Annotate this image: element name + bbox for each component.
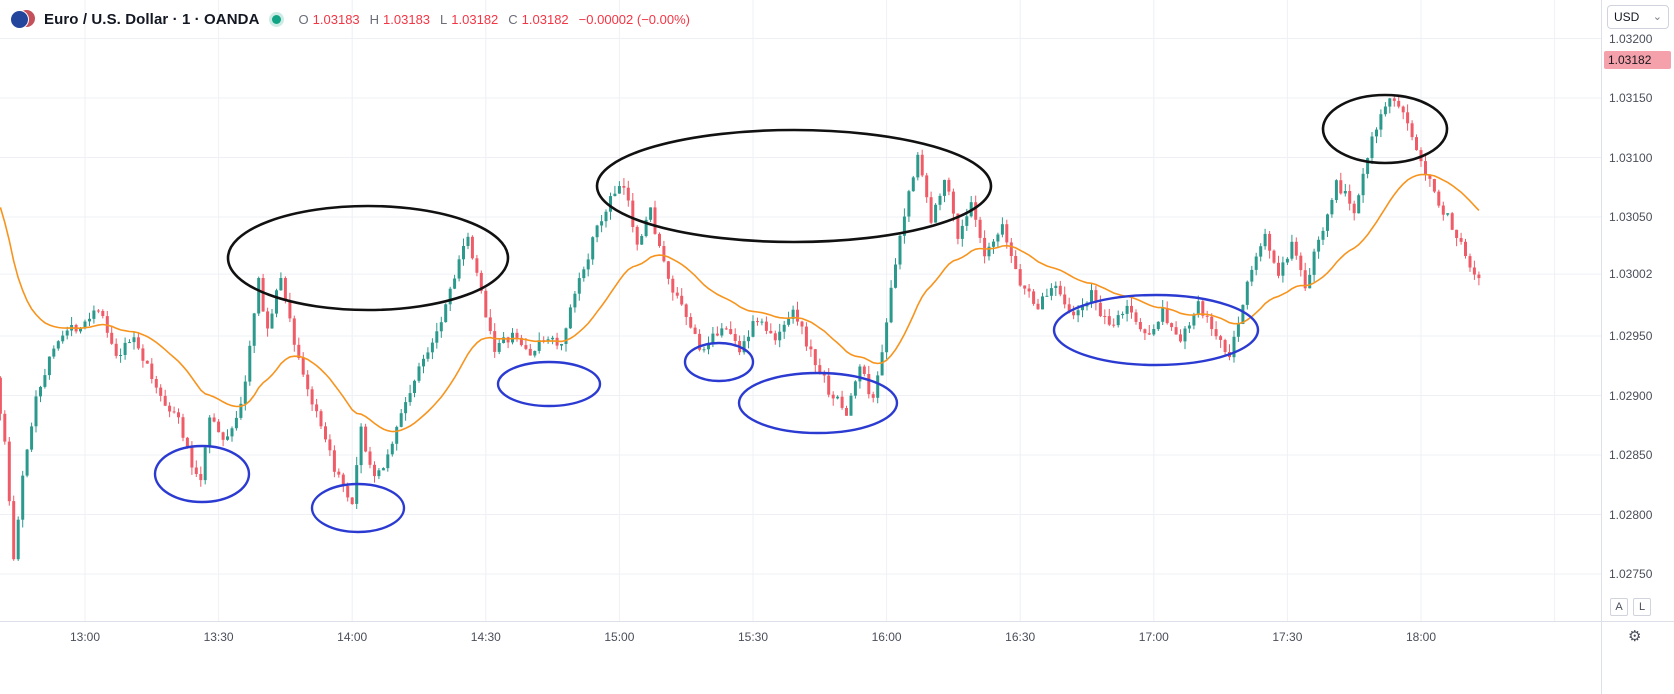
currency-label: USD (1614, 10, 1640, 24)
time-tick-label: 15:00 (604, 630, 635, 644)
ohlc-close-value: 1.03182 (521, 11, 569, 27)
ohlc-change-value: −0.00002 (−0.00%) (578, 11, 690, 27)
price-tick-label: 1.02950 (1609, 329, 1653, 343)
log-scale-button[interactable]: L (1633, 598, 1651, 616)
currency-dropdown[interactable]: USD ⌄ (1607, 5, 1669, 29)
ohlc-high-value: 1.03183 (383, 11, 431, 27)
axis-corner: ⚙ (1601, 621, 1674, 694)
ohlc-low-label: L (440, 11, 448, 27)
ohlc-high-label: H (369, 11, 380, 27)
ohlc-open-value: 1.03183 (312, 11, 360, 27)
price-tick-label: 1.02750 (1609, 567, 1653, 581)
time-tick-label: 17:30 (1272, 630, 1303, 644)
price-tick-label: 1.02800 (1609, 507, 1653, 522)
eur-flag-circle-icon (10, 10, 29, 29)
time-tick-label: 13:30 (203, 630, 234, 644)
ohlc-close-label: C (508, 11, 518, 27)
market-status-icon[interactable] (271, 14, 281, 24)
time-tick-label: 17:00 (1138, 630, 1169, 644)
chevron-down-icon: ⌄ (1652, 11, 1662, 23)
ohlc-low-value: 1.03182 (451, 11, 499, 27)
time-tick-label: 14:30 (470, 630, 501, 644)
price-tick-label: 1.03150 (1609, 91, 1653, 105)
ohlc-open-label: O (298, 11, 309, 27)
price-axis[interactable]: USD ⌄ 1.03200 1.03150 1.03100 1.03050 1.0300… (1601, 0, 1674, 694)
last-price-badge: 1.03182 (1604, 50, 1671, 69)
auto-scale-button[interactable]: A (1610, 598, 1628, 616)
ohlc-readout: O 1.03183 H 1.03183 L 1.03182 C 1.03182 … (293, 12, 690, 27)
price-tick-label: 1.03002 (1609, 267, 1653, 282)
time-tick-label: 14:00 (337, 630, 368, 644)
symbol-title[interactable]: Euro / U.S. Dollar · 1 · OANDA (44, 10, 260, 28)
time-tick-label: 13:00 (69, 630, 101, 644)
price-tick-label: 1.03100 (1609, 150, 1653, 165)
scale-buttons: A L (1610, 598, 1651, 616)
price-tick-label: 1.02900 (1609, 388, 1653, 403)
price-tick-label: 1.02850 (1609, 448, 1653, 462)
time-tick-labels: 13:00 13:30 14:00 14:30 15:00 15:30 16:00 16:30… (0, 622, 1601, 694)
settings-gear-icon[interactable]: ⚙ (1628, 628, 1642, 645)
price-tick-label: 1.03050 (1609, 210, 1653, 224)
price-tick-label: 1.03200 (1609, 31, 1653, 46)
candlestick-chart[interactable] (0, 0, 1601, 621)
time-tick-label: 16:30 (1005, 630, 1036, 644)
symbol-logo-icon (10, 9, 36, 29)
time-axis[interactable]: 13:00 13:30 14:00 14:30 15:00 15:30 16:00 16:30… (0, 621, 1601, 694)
time-tick-label: 18:00 (1405, 630, 1437, 644)
time-tick-label: 16:00 (871, 630, 902, 644)
time-tick-label: 15:30 (737, 630, 769, 644)
chart-header: Euro / U.S. Dollar · 1 · OANDA O 1.03183… (10, 9, 690, 29)
